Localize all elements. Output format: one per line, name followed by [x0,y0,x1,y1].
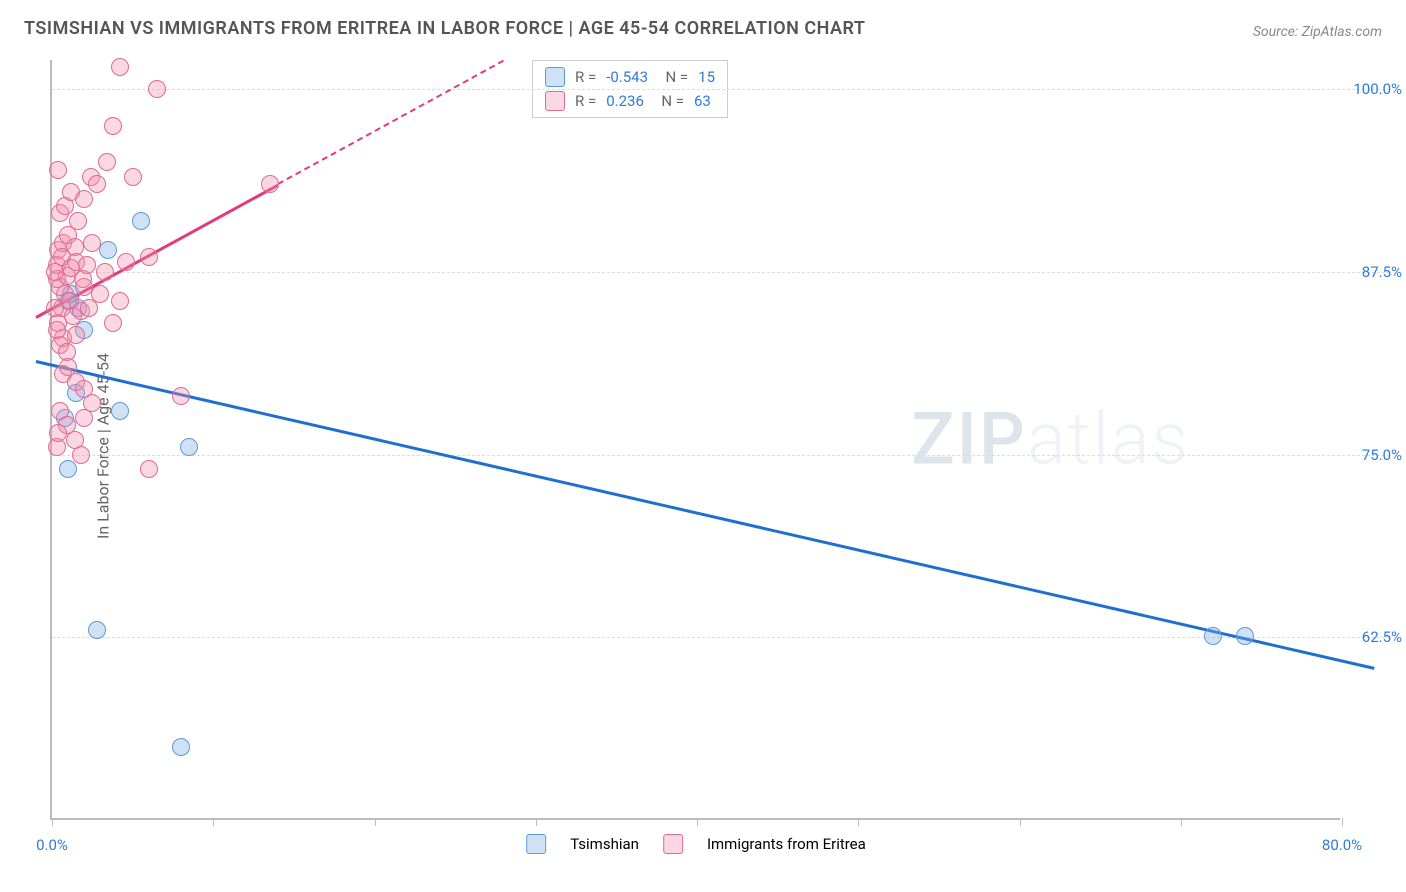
data-point [261,175,279,193]
legend-swatch [545,67,565,87]
data-point [148,80,166,98]
data-point [172,387,190,405]
xtick [213,818,214,826]
data-point [124,168,142,186]
xtick [52,818,53,826]
data-point [117,253,135,271]
data-point [111,292,129,310]
series-legend: Tsimshian Immigrants from Eritrea [526,834,866,854]
legend-series-label: Tsimshian [570,835,639,853]
data-point [99,241,117,259]
data-point [111,58,129,76]
xtick [1020,818,1021,826]
data-point [111,402,129,420]
data-point [96,263,114,281]
legend-row: R = -0.543 N = 15 [545,65,715,89]
legend-row: R = 0.236 N = 63 [545,89,715,113]
xtick-label: 0.0% [36,836,68,854]
trend-line [277,60,504,185]
data-point [104,314,122,332]
data-point [1204,627,1222,645]
xtick [375,818,376,826]
gridline [52,272,1390,273]
data-point [67,326,85,344]
gridline [52,637,1390,638]
data-point [49,424,67,442]
legend-swatch [526,834,546,854]
data-point [88,175,106,193]
data-point [132,212,150,230]
legend-stat-label: R = [575,92,596,110]
legend-swatch [663,834,683,854]
watermark: ZIPatlas [911,397,1190,482]
data-point [172,738,190,756]
legend-r-value: -0.543 [606,68,648,86]
xtick [1181,818,1182,826]
data-point [78,256,96,274]
chart-title: TSIMSHIAN VS IMMIGRANTS FROM ERITREA IN … [24,18,865,39]
ytick-label: 87.5% [1362,263,1402,281]
legend-r-value: 0.236 [606,92,644,110]
data-point [48,321,66,339]
data-point [140,460,158,478]
legend-n-value: 15 [698,68,715,86]
xtick [1342,818,1343,826]
xtick [536,818,537,826]
legend-swatch [545,91,565,111]
data-point [88,621,106,639]
data-point [75,409,93,427]
legend-stat-label: N = [658,68,688,86]
xtick [697,818,698,826]
data-point [104,117,122,135]
data-point [98,153,116,171]
plot-area: ZIPatlas R = -0.543 N = 15 R = 0.236 N =… [50,60,1340,820]
gridline [52,455,1390,456]
data-point [75,190,93,208]
data-point [83,234,101,252]
legend-stat-label: R = [575,68,596,86]
legend-series-label: Immigrants from Eritrea [707,835,866,853]
data-point [72,446,90,464]
ytick-label: 75.0% [1362,446,1402,464]
legend-n-value: 63 [694,92,711,110]
data-point [1236,627,1254,645]
data-point [91,285,109,303]
ytick-label: 100.0% [1353,80,1402,98]
data-point [69,212,87,230]
legend-stat-label: N = [654,92,684,110]
data-point [140,248,158,266]
gridline [52,89,1390,90]
ytick-label: 62.5% [1362,628,1402,646]
data-point [180,438,198,456]
data-point [49,161,67,179]
xtick [858,818,859,826]
xtick-label: 80.0% [1322,836,1362,854]
trend-line [36,360,1375,670]
data-point [46,299,64,317]
data-point [80,299,98,317]
source-credit: Source: ZipAtlas.com [1253,24,1382,40]
data-point [46,263,64,281]
data-point [59,460,77,478]
